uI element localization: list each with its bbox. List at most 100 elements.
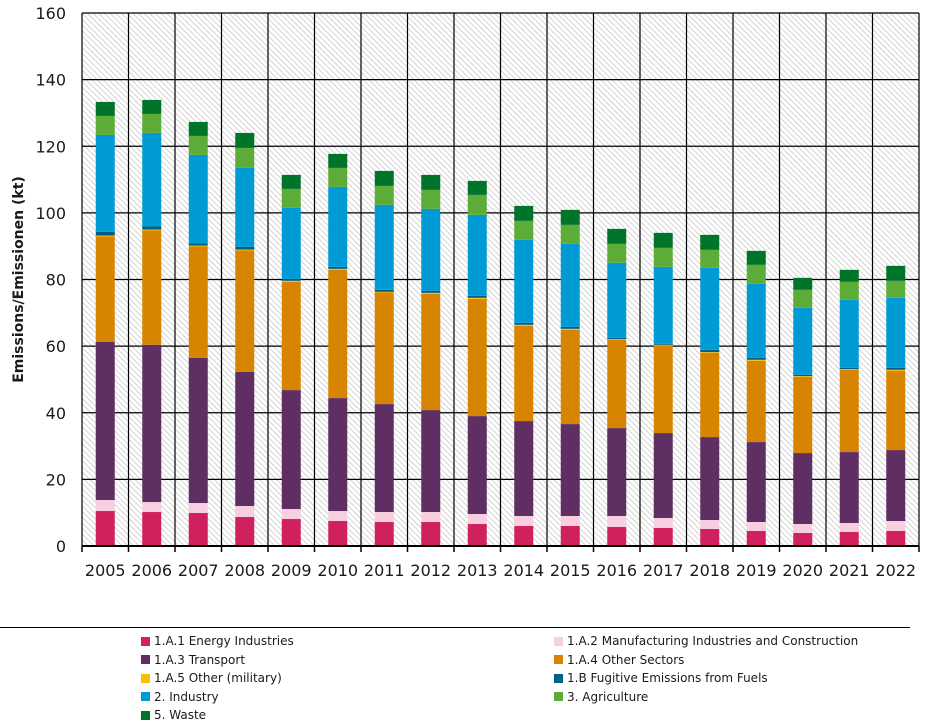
bar-segment [467, 524, 487, 546]
bar-segment [886, 370, 906, 451]
bar-segment [374, 170, 394, 186]
bar-segment [235, 506, 255, 518]
x-tick-label: 2016 [596, 561, 637, 580]
bar-segment [746, 283, 766, 358]
bar-segment [235, 250, 255, 372]
bar-segment [793, 289, 813, 308]
bar-segment [746, 360, 766, 443]
legend-swatch [141, 636, 150, 646]
bar-segment [188, 135, 208, 155]
bar-stack-2011 [374, 170, 394, 546]
legend-swatch [141, 655, 150, 665]
bar-segment [514, 421, 534, 517]
bar-stack-2014 [514, 205, 534, 546]
bar-segment [328, 167, 348, 187]
x-tick-label: 2017 [643, 561, 684, 580]
legend-label: 3. Agriculture [567, 689, 649, 704]
bar-segment [188, 357, 208, 504]
bar-segment [746, 522, 766, 532]
bar-segment [421, 522, 441, 546]
legend-label: 1.A.3 Transport [154, 652, 246, 667]
gridlines [81, 12, 920, 546]
bar-segment [653, 345, 673, 434]
bar-segment [235, 371, 255, 507]
bar-segment [514, 325, 534, 422]
bar-stack-2016 [607, 228, 627, 546]
x-tick-label: 2020 [782, 561, 823, 580]
bar-segment [607, 337, 627, 340]
bar-segment [235, 517, 255, 546]
legend-label: 2. Industry [154, 689, 219, 704]
bar-stack-2022 [886, 265, 906, 546]
legend-item: 1.A.1 Energy Industries [141, 632, 554, 651]
bar-segment [514, 516, 534, 527]
bar-segment [560, 243, 580, 327]
bar-segment [607, 527, 627, 546]
bar-segment [142, 344, 162, 503]
bar-segment [328, 268, 348, 270]
x-tick-label: 2014 [503, 561, 544, 580]
bar-segment [793, 453, 813, 525]
bar-segment [188, 245, 208, 247]
bar-stack-2020 [793, 277, 813, 546]
bar-segment [142, 226, 162, 230]
legend-item: 1.A.4 Other Sectors [554, 651, 910, 670]
bar-segment [886, 531, 906, 546]
bar-segment [653, 433, 673, 519]
bar-segment [886, 369, 906, 371]
bar-segment [653, 528, 673, 546]
bar-segment [95, 134, 115, 232]
bar-segment [328, 186, 348, 267]
legend-label: 1.A.1 Energy Industries [154, 634, 294, 649]
stacked-bar-chart: 0 20 40 60 80 100 120 140 160 2005 2006 2007 2008 200… [11, 4, 920, 580]
legend-item: 1.A.5 Other (military) [141, 669, 554, 688]
bar-segment [607, 428, 627, 517]
bar-segment [560, 326, 580, 329]
y-tick-label: 100 [35, 204, 66, 223]
bar-segment [514, 205, 534, 221]
bar-stack-2012 [421, 174, 441, 546]
legend-swatch [554, 636, 563, 646]
y-tick-label: 40 [46, 404, 66, 423]
bar-segment [374, 185, 394, 205]
bar-segment [514, 526, 534, 546]
bar-segment [421, 189, 441, 209]
bar-segment [95, 236, 115, 342]
bar-segment [235, 132, 255, 148]
legend: 1.A.1 Energy Industries 1.A.2 Manufacturi… [0, 627, 910, 722]
bar-segment [607, 262, 627, 338]
bar-segment [793, 533, 813, 546]
bar-stack-2009 [281, 174, 301, 546]
bar-segment [700, 352, 720, 438]
y-tick-label: 140 [35, 71, 66, 90]
legend-label: 5. Waste [154, 708, 207, 723]
bar-stack-2021 [839, 269, 859, 546]
bar-segment [700, 249, 720, 268]
bar-segment [421, 410, 441, 513]
bar-segment [281, 174, 301, 189]
bar-segment [142, 230, 162, 345]
bar-segment [374, 522, 394, 546]
legend-swatch [141, 710, 150, 720]
bar-segment [328, 521, 348, 546]
bar-segment [700, 437, 720, 521]
bar-segment [328, 153, 348, 168]
bar-stack-2018 [700, 234, 720, 546]
bar-segment [839, 299, 859, 368]
x-tick-label: 2015 [550, 561, 591, 580]
bar-segment [142, 512, 162, 546]
bar-segment [607, 243, 627, 263]
bar-stack-2015 [560, 209, 580, 546]
y-tick-label: 160 [35, 4, 66, 23]
bar-segment [188, 503, 208, 514]
bar-segment [793, 376, 813, 454]
bar-segment [793, 524, 813, 534]
bar-segment [746, 531, 766, 546]
bar-segment [560, 209, 580, 225]
bar-segment [421, 208, 441, 291]
x-tick-label: 2019 [736, 561, 777, 580]
bar-segment [281, 188, 301, 208]
bars [95, 99, 906, 546]
bar-stack-2010 [328, 153, 348, 546]
bar-segment [188, 513, 208, 546]
